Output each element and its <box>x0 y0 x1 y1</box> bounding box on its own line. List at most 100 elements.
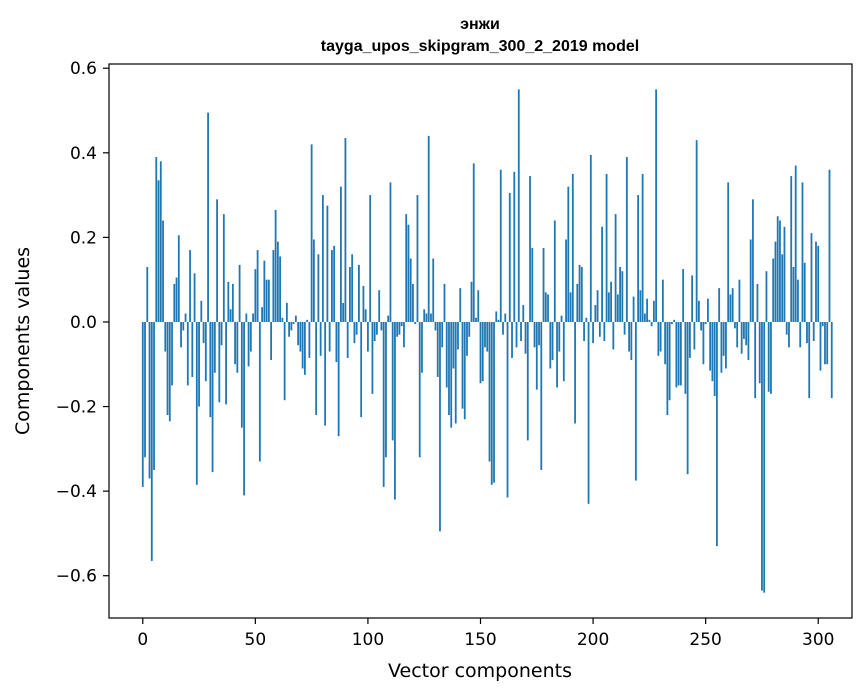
bar <box>148 321 151 479</box>
bar <box>351 254 354 322</box>
bar <box>736 321 739 348</box>
bar <box>506 321 509 498</box>
bar <box>709 321 712 371</box>
bar <box>542 247 545 322</box>
bar <box>216 199 218 322</box>
bar <box>256 250 259 322</box>
bar <box>578 264 581 322</box>
bar <box>531 247 534 322</box>
y-tick-label: 0.6 <box>70 59 97 79</box>
bar <box>589 154 592 322</box>
bar <box>504 313 507 322</box>
bar <box>641 173 644 322</box>
bar <box>457 321 459 350</box>
bar <box>306 319 309 322</box>
bar <box>335 321 338 363</box>
bar <box>238 264 241 322</box>
bar <box>601 226 603 322</box>
bar <box>274 209 277 322</box>
bar <box>315 321 318 416</box>
bar <box>218 321 221 403</box>
bar <box>821 321 824 327</box>
bar <box>830 321 833 399</box>
bar <box>333 245 336 322</box>
bar <box>409 258 412 322</box>
bar <box>283 321 286 401</box>
bar <box>382 321 385 487</box>
bar <box>184 313 187 322</box>
bar <box>416 195 419 322</box>
bar <box>790 176 793 322</box>
bar <box>425 313 428 322</box>
bar <box>799 321 802 348</box>
bar <box>407 224 410 322</box>
bar <box>549 321 552 369</box>
bar <box>763 321 766 593</box>
chart-title: энжи <box>460 16 500 33</box>
bar <box>225 321 227 405</box>
bar <box>583 321 585 341</box>
bar <box>468 321 471 337</box>
bar <box>484 321 486 348</box>
bar <box>535 321 538 390</box>
bar <box>493 321 495 483</box>
bar <box>761 321 763 591</box>
bar <box>803 262 806 322</box>
bar <box>740 321 743 354</box>
bar <box>389 182 392 322</box>
bar <box>765 271 768 322</box>
bar <box>470 281 473 322</box>
x-tick-label: 200 <box>577 630 609 650</box>
bar <box>770 321 772 394</box>
bar <box>324 321 327 426</box>
x-tick-label: 150 <box>464 630 496 650</box>
bar <box>373 321 376 341</box>
bar <box>432 258 435 322</box>
bar <box>718 288 721 322</box>
bar <box>571 173 574 322</box>
bar <box>385 321 387 458</box>
bar <box>207 112 209 322</box>
bar <box>713 321 716 396</box>
bar <box>596 290 599 322</box>
bar <box>659 321 662 352</box>
bar <box>331 250 333 322</box>
bar <box>679 321 682 386</box>
bar <box>308 321 311 358</box>
bar <box>436 321 439 377</box>
bar <box>454 321 457 424</box>
x-axis-ticks: 0 50 100 150 200 250 300 <box>137 618 834 650</box>
bar <box>497 319 500 322</box>
bar <box>171 321 173 386</box>
x-tick-label: 300 <box>802 630 834 650</box>
bar <box>637 195 640 322</box>
bar <box>794 165 797 322</box>
bar <box>182 321 185 331</box>
bar <box>702 321 705 365</box>
bar <box>270 321 273 361</box>
bar <box>522 305 525 322</box>
bar <box>711 321 714 382</box>
bar <box>463 321 466 420</box>
bar <box>666 321 669 416</box>
bar <box>265 279 268 322</box>
bar <box>299 321 302 352</box>
bar <box>502 321 504 335</box>
bar <box>824 321 826 365</box>
bar <box>625 157 628 322</box>
bar <box>515 321 518 348</box>
bar <box>355 321 358 335</box>
bar <box>828 169 831 322</box>
bar <box>567 186 570 322</box>
bar <box>220 321 223 346</box>
bar <box>445 321 448 388</box>
bar <box>677 321 680 386</box>
bar <box>297 321 300 346</box>
x-tick-label: 0 <box>137 630 148 650</box>
bar <box>141 321 144 487</box>
x-tick-label: 50 <box>245 630 267 650</box>
bar <box>175 277 178 322</box>
bar <box>707 298 709 322</box>
bar <box>180 321 182 348</box>
bar <box>344 138 347 322</box>
